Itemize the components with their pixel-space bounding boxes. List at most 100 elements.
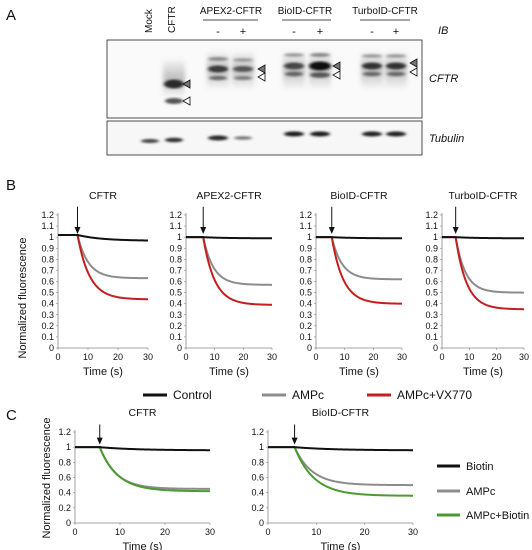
sign-turboid-plus: + xyxy=(393,26,399,38)
series-line-biotin xyxy=(75,446,210,452)
chart-title: CFTR xyxy=(89,190,117,202)
x-tick-label: 30 xyxy=(397,352,407,362)
series-line-ampc-vx770 xyxy=(442,236,525,311)
chart-4-cftr: CFTR 0 0.2 0.4 0.6 0.8 1 1.2 0 10 20 30 Time (s) xyxy=(58,407,215,550)
band-turboid-minus-c xyxy=(362,62,382,70)
x-tick-label: 30 xyxy=(408,527,418,537)
series-line-ampc xyxy=(186,236,272,286)
x-tick-label: 30 xyxy=(143,352,153,362)
y-tick-label: 0.5 xyxy=(299,288,312,298)
y-tick-label: 0 xyxy=(49,343,54,353)
x-tick-label: 20 xyxy=(160,527,170,537)
y-tick-label: 1 xyxy=(66,442,71,452)
band-bioid-plus-c xyxy=(309,61,331,71)
y-tick-label: 1.2 xyxy=(169,210,182,220)
sign-apex2-minus: - xyxy=(216,26,220,38)
y-tick-label: 0.3 xyxy=(169,310,182,320)
y-tick-label: 0.8 xyxy=(299,254,312,264)
y-tick-label: 0 xyxy=(433,343,438,353)
x-tick-label: 10 xyxy=(464,352,474,362)
series-line-ampc-vx770 xyxy=(316,236,403,305)
y-tick-label: 0.7 xyxy=(299,265,312,275)
tubulin-band-turboid-minus xyxy=(362,131,382,137)
chart-title: BioID-CFTR xyxy=(312,407,370,419)
y-tick-label: 0.4 xyxy=(41,299,54,309)
y-tick-label: 1.2 xyxy=(425,210,438,220)
tubulin-blot-frame xyxy=(106,120,423,156)
x-tick-label: 20 xyxy=(492,352,502,362)
band-turboid-plus-c xyxy=(386,62,406,70)
series-line-ampc-biotin xyxy=(268,446,414,497)
band-apex2-minus-upper xyxy=(208,57,228,61)
tubulin-band-turboid-plus xyxy=(386,131,406,137)
band-bioid-minus-b xyxy=(285,71,303,77)
lane-label-cftr: CFTR xyxy=(167,6,178,33)
arrowhead-turboid-open xyxy=(409,67,418,77)
arrowhead-apex2-filled xyxy=(257,64,266,74)
blot-label-cftr: CFTR xyxy=(429,73,458,85)
x-tick-label: 20 xyxy=(113,352,123,362)
sign-bioid-minus: - xyxy=(292,26,296,38)
arrowhead-cftr-open xyxy=(182,96,191,106)
y-tick-label: 0 xyxy=(307,343,312,353)
arrowhead-apex2-open xyxy=(257,72,266,82)
x-tick-label: 0 xyxy=(72,527,77,537)
y-tick-label: 0.8 xyxy=(251,457,264,467)
band-apex2-plus-b xyxy=(234,76,252,80)
series-line-ampc-biotin xyxy=(75,446,211,493)
cftr-lane-smear xyxy=(163,58,185,98)
band-turboid-plus-b xyxy=(387,71,405,77)
x-tick-label: 0 xyxy=(313,352,318,362)
y-tick-label: 0.5 xyxy=(425,288,438,298)
y-tick-label: 1.2 xyxy=(41,210,54,220)
band-bioid-plus-upper xyxy=(310,53,330,57)
chart-title: TurboID-CFTR xyxy=(448,190,517,202)
y-tick-label: 0.6 xyxy=(41,277,54,287)
y-tick-label: 1.1 xyxy=(299,221,312,231)
band-turboid-plus-upper xyxy=(386,54,406,58)
y-tick-label: 1.1 xyxy=(425,221,438,231)
arrowhead-bioid-filled xyxy=(332,61,341,71)
tubulin-band-mock xyxy=(141,139,159,143)
lane-label-mock: Mock xyxy=(144,8,155,33)
stimulus-arrow-head xyxy=(291,437,298,445)
y-tick-label: 0.4 xyxy=(299,299,312,309)
y-tick-label: 0.4 xyxy=(425,299,438,309)
y-tick-label: 0.9 xyxy=(169,243,182,253)
series-line-ampc xyxy=(316,236,402,281)
y-tick-label: 0 xyxy=(66,518,71,528)
y-tick-label: 0 xyxy=(259,518,264,528)
y-tick-label: 0.3 xyxy=(299,310,312,320)
ib-label: IB xyxy=(438,25,448,37)
chart-2-bioid-cftr: BioID-CFTR00.10.20.30.40.50.60.70.80.911… xyxy=(299,190,407,378)
panel-c-legend: Biotin AMPc AMPc+Biotin xyxy=(437,461,529,522)
x-axis-label: Time (s) xyxy=(321,541,361,550)
x-axis-label: Time (s) xyxy=(83,366,123,378)
band-cftr-b xyxy=(165,98,183,104)
group-label-apex2: APEX2-CFTR xyxy=(200,6,262,17)
y-tick-label: 1 xyxy=(177,232,182,242)
y-tick-label: 0.2 xyxy=(169,321,182,331)
stimulus-arrow-head xyxy=(200,226,207,234)
y-tick-label: 0.6 xyxy=(58,473,71,483)
tubulin-band-apex2-plus xyxy=(234,136,252,140)
panel-b-letter: B xyxy=(6,177,16,194)
y-tick-label: 0.4 xyxy=(169,299,182,309)
band-apex2-minus-c xyxy=(208,65,228,73)
y-tick-label: 0.2 xyxy=(251,503,264,513)
band-bioid-minus-upper xyxy=(284,53,304,57)
x-tick-label: 0 xyxy=(265,527,270,537)
series-line-ampc xyxy=(442,236,524,294)
x-tick-label: 20 xyxy=(368,352,378,362)
y-tick-label: 1 xyxy=(307,232,312,242)
y-tick-label: 0.1 xyxy=(41,332,54,342)
arrowhead-turboid-filled xyxy=(409,58,418,68)
series-line-control xyxy=(442,236,524,240)
x-tick-label: 10 xyxy=(83,352,93,362)
y-tick-label: 1.1 xyxy=(41,221,54,231)
stimulus-arrow-head xyxy=(328,226,335,234)
x-axis-label: Time (s) xyxy=(209,366,249,378)
sign-bioid-plus: + xyxy=(317,26,323,38)
